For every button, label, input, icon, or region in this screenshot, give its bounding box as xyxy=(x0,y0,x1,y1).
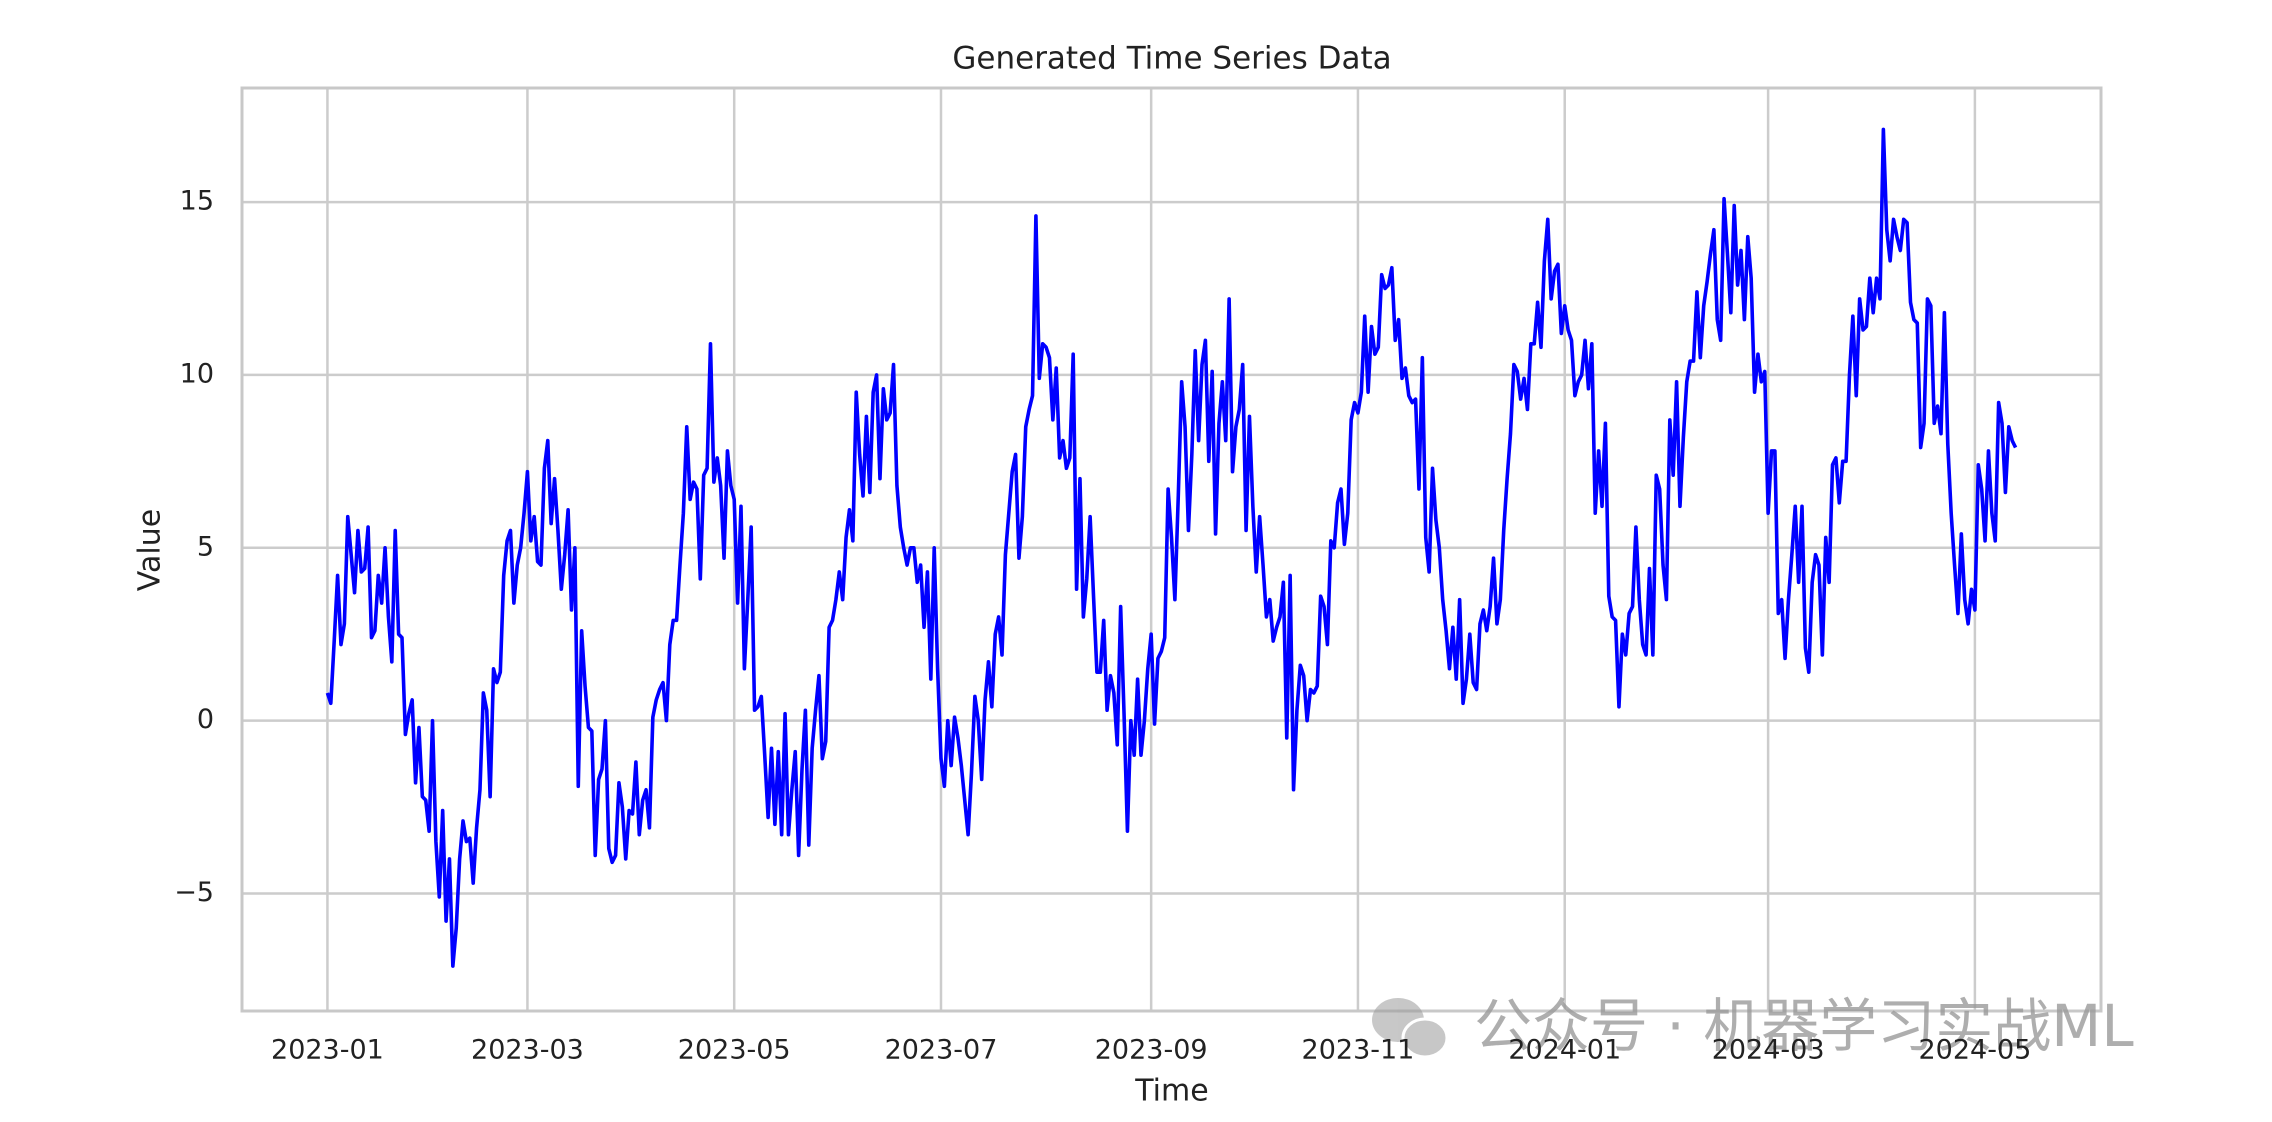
x-tick-label: 2024-03 xyxy=(1712,1035,1825,1066)
x-tick-label: 2023-07 xyxy=(885,1035,998,1066)
y-tick-label: 10 xyxy=(180,358,214,389)
y-axis-label: Value xyxy=(133,509,168,591)
x-tick-label: 2023-03 xyxy=(471,1035,584,1066)
y-tick-label: 15 xyxy=(180,186,214,217)
x-tick-label: 2023-09 xyxy=(1095,1035,1208,1066)
y-tick-label: 5 xyxy=(197,531,214,562)
x-tick-label: 2023-01 xyxy=(271,1035,384,1066)
x-tick-label: 2023-11 xyxy=(1302,1035,1415,1066)
chart-title: Generated Time Series Data xyxy=(952,41,1391,77)
series-line xyxy=(325,127,2018,968)
watermark: 公众号 · 机器学习实战ML xyxy=(1474,992,2134,1060)
plot-area xyxy=(325,127,2018,968)
plot-frame xyxy=(240,86,2103,1013)
x-tick-label: 2024-01 xyxy=(1508,1035,1621,1066)
x-tick-label: 2023-05 xyxy=(678,1035,791,1066)
watermark-icon xyxy=(1372,998,1449,1059)
x-tick-label: 2024-05 xyxy=(1918,1035,2031,1066)
x-axis-label: Time xyxy=(1134,1074,1208,1109)
icon-bubble xyxy=(1401,1017,1449,1059)
y-tick-label: 0 xyxy=(197,704,214,735)
y-tick-label: −5 xyxy=(174,877,214,908)
